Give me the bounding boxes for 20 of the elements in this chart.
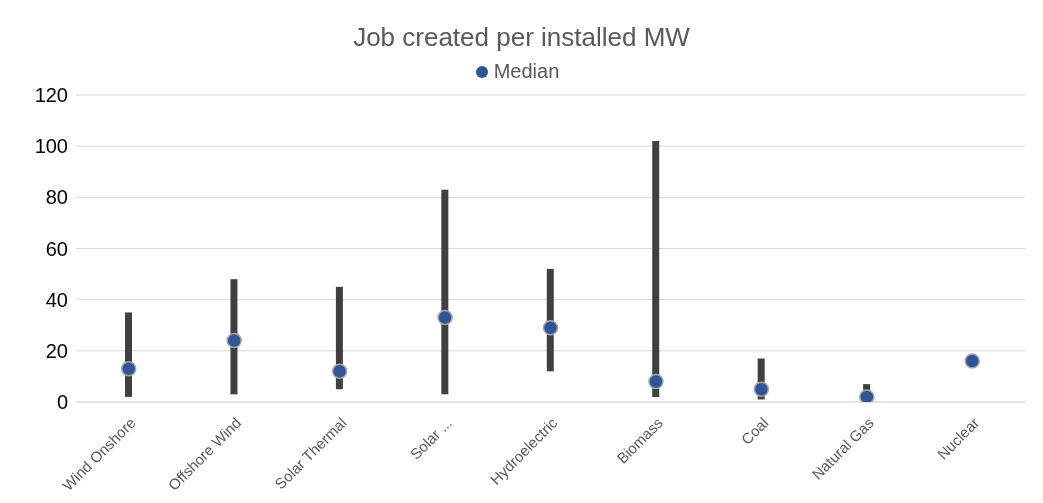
y-tick-label: 100 bbox=[34, 135, 68, 158]
bar bbox=[652, 141, 660, 397]
point bbox=[437, 309, 453, 326]
y-tick-label: 60 bbox=[45, 237, 68, 260]
point bbox=[120, 360, 137, 377]
point bbox=[753, 381, 770, 397]
y-tick-label: 120 bbox=[34, 84, 68, 107]
bar bbox=[441, 189, 449, 395]
y-tick-label: 20 bbox=[45, 339, 68, 362]
y-tick-label: 40 bbox=[45, 288, 68, 311]
chart-title: Job created per installed MW bbox=[353, 22, 690, 52]
y-tick-label: 80 bbox=[45, 186, 68, 209]
point bbox=[542, 320, 559, 336]
point bbox=[648, 373, 664, 390]
y-tick-label: 0 bbox=[56, 391, 68, 414]
point bbox=[964, 353, 981, 369]
point bbox=[331, 363, 348, 380]
legend-label: Median bbox=[492, 60, 560, 83]
point bbox=[859, 389, 875, 402]
point bbox=[226, 332, 242, 349]
